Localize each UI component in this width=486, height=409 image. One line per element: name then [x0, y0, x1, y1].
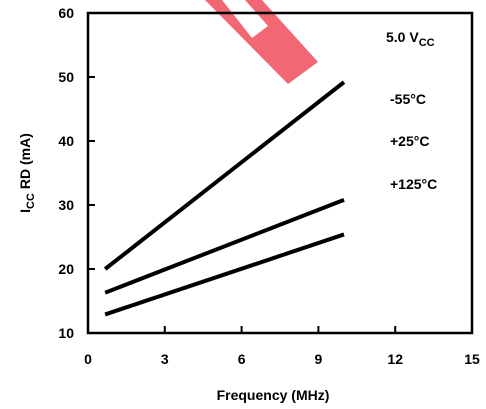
- condition-label-sub: CC: [419, 37, 435, 49]
- watermark-shape: [205, 0, 318, 84]
- y-tick-label: 30: [58, 197, 74, 213]
- x-axis-ticks: 0 3 6 9 12 15: [84, 326, 480, 367]
- y-axis-ticks: 10 20 30 40 50 60: [58, 5, 95, 341]
- series-label-plus125: +125°C: [390, 176, 437, 192]
- x-tick-label: 0: [84, 351, 92, 367]
- series-label-minus55: -55°C: [390, 91, 426, 107]
- y-tick-label: 10: [58, 325, 74, 341]
- x-tick-label: 3: [161, 351, 169, 367]
- series-label-plus25: +25°C: [390, 133, 429, 149]
- series-lines: [103, 80, 346, 317]
- y-tick-label: 40: [58, 133, 74, 149]
- series-line: [103, 80, 346, 271]
- y-axis-label-sub: CC: [25, 193, 37, 209]
- y-tick-label: 20: [58, 261, 74, 277]
- plot-frame: [86, 11, 474, 335]
- condition-label-main: 5.0 V: [386, 29, 419, 45]
- y-tick-label: 60: [58, 5, 74, 21]
- y-axis-label-main: I: [17, 209, 33, 213]
- x-axis-label: Frequency (MHz): [217, 387, 330, 403]
- x-tick-label: 6: [238, 351, 246, 367]
- x-tick-label: 15: [464, 351, 480, 367]
- y-tick-label: 50: [58, 69, 74, 85]
- y-axis-label: ICC RD (mA): [17, 133, 37, 213]
- watermark-cutout: [222, 0, 268, 38]
- series-line: [104, 198, 345, 295]
- x-tick-label: 12: [387, 351, 403, 367]
- series-line: [104, 232, 345, 317]
- y-axis-label-rest: RD (mA): [17, 133, 33, 193]
- condition-label: 5.0 VCC: [386, 29, 435, 49]
- x-tick-label: 9: [315, 351, 323, 367]
